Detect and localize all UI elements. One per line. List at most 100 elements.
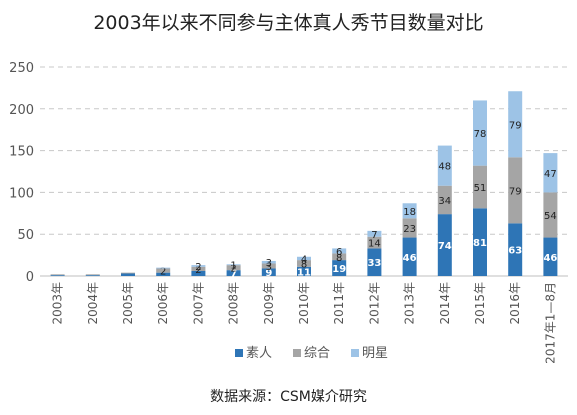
- legend-label: 明星: [362, 346, 388, 361]
- bar-segment: [508, 157, 523, 224]
- bar-segment: [191, 266, 206, 271]
- bar-segment: [121, 273, 135, 276]
- data-label: 4: [301, 254, 307, 265]
- bar-segment: [543, 192, 558, 238]
- data-label: 79: [509, 186, 522, 197]
- bar-segment: [437, 145, 452, 186]
- x-tick-label: 2003年: [51, 282, 65, 325]
- bar-segment: [261, 263, 276, 269]
- data-label: 2: [195, 262, 201, 273]
- bar-segment: [226, 264, 241, 266]
- bar-segment: [50, 275, 65, 276]
- bar-segment: [261, 260, 276, 264]
- x-tick-label: 2017年1—8月: [543, 282, 557, 364]
- bar-segment: [226, 265, 241, 271]
- bar-segment: [473, 165, 487, 209]
- x-tick-label: 2004年: [86, 282, 100, 325]
- data-label: 6: [336, 247, 342, 258]
- x-tick-label: 2013年: [403, 282, 417, 325]
- x-tick-label: 2005年: [121, 282, 135, 325]
- bar-segment: [437, 214, 452, 276]
- data-label: 79: [509, 120, 522, 131]
- bar-segment: [156, 268, 171, 273]
- data-label: 33: [367, 258, 381, 269]
- x-tick-label: 2007年: [191, 282, 205, 325]
- data-label: 46: [403, 253, 417, 264]
- data-label: 51: [474, 183, 487, 194]
- data-label: 63: [508, 246, 522, 257]
- y-tick-label: 250: [9, 61, 34, 76]
- bar-segment: [402, 218, 417, 238]
- data-label: 3: [266, 258, 272, 269]
- bar-segment: [437, 185, 452, 215]
- data-label: 74: [438, 241, 452, 252]
- data-label: 14: [368, 239, 381, 250]
- data-label: 18: [403, 207, 416, 218]
- legend-label: 素人: [246, 346, 272, 361]
- data-label: 8: [336, 253, 342, 264]
- data-label: 19: [332, 264, 346, 275]
- y-tick-label: 150: [9, 145, 34, 160]
- bar-segment: [402, 203, 417, 219]
- bar-segment: [473, 208, 487, 276]
- x-tick-label: 2014年: [438, 282, 452, 325]
- bar-segment: [156, 267, 171, 269]
- data-label: 47: [544, 169, 557, 180]
- chart-title: 2003年以来不同参与主体真人秀节目数量对比: [93, 12, 484, 34]
- bar-segment: [156, 272, 171, 276]
- data-label: 81: [473, 238, 487, 249]
- bar-segment: [543, 153, 558, 193]
- y-tick-label: 50: [17, 228, 34, 243]
- y-tick-label: 200: [9, 103, 34, 118]
- bar-segment: [508, 223, 523, 276]
- x-tick-label: 2015年: [473, 282, 487, 325]
- legend-swatch: [235, 349, 243, 357]
- legend-swatch: [293, 349, 301, 357]
- x-tick-label: 2016年: [508, 282, 522, 325]
- bar-segment: [121, 272, 135, 274]
- data-source-note: 数据来源：CSM媒介研究: [210, 389, 367, 405]
- x-tick-label: 2009年: [262, 282, 276, 325]
- bar-segment: [297, 260, 311, 267]
- bar-segment: [297, 256, 311, 261]
- x-tick-label: 2008年: [227, 282, 241, 325]
- x-tick-label: 2012年: [367, 282, 381, 325]
- data-label: 54: [544, 211, 557, 222]
- bar-segment: [85, 275, 100, 276]
- legend-swatch: [351, 349, 359, 357]
- data-label: 3: [266, 262, 272, 273]
- data-label: 34: [438, 196, 451, 207]
- y-tick-label: 0: [26, 270, 34, 285]
- data-label: 1: [230, 261, 236, 272]
- x-tick-label: 2006年: [156, 282, 170, 325]
- bar-segment: [191, 270, 206, 276]
- bar-segment: [332, 248, 347, 254]
- bar-segment: [367, 236, 382, 249]
- bar-segment: [508, 91, 523, 158]
- data-label: 78: [474, 129, 487, 140]
- bar-segment: [85, 274, 100, 276]
- bar-segment: [543, 237, 558, 276]
- data-label: 23: [403, 224, 416, 235]
- data-label: 11: [297, 267, 311, 278]
- data-label: 48: [438, 162, 451, 173]
- data-label: 2: [230, 264, 236, 275]
- bar-segment: [297, 266, 311, 276]
- data-label: 2: [195, 265, 201, 276]
- data-label: 8: [301, 259, 307, 270]
- y-tick-label: 100: [9, 186, 34, 201]
- bar-segment: [226, 270, 241, 276]
- bar-segment: [191, 265, 206, 267]
- x-tick-label: 2011年: [332, 282, 346, 325]
- x-tick-label: 2010年: [297, 282, 311, 325]
- data-label: 9: [265, 268, 272, 279]
- bar-segment: [367, 230, 382, 237]
- data-label: 46: [543, 253, 557, 264]
- bar-segment: [332, 253, 347, 261]
- data-label: 2: [160, 267, 166, 278]
- bar-segment: [50, 274, 65, 276]
- bar-segment: [332, 260, 347, 276]
- bar-segment: [367, 248, 382, 276]
